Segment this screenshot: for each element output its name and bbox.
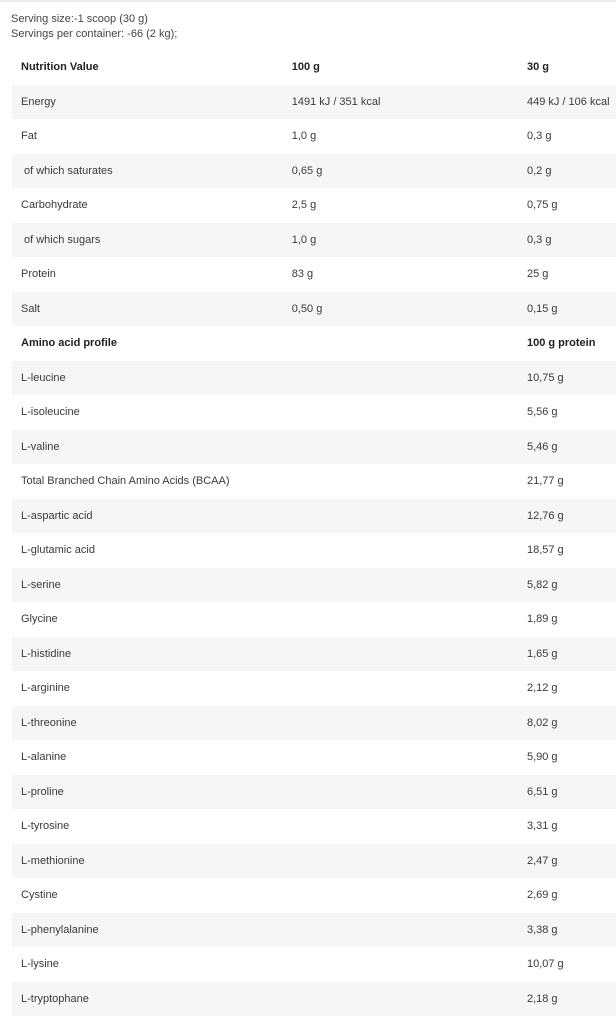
amino-value: 5,56 g xyxy=(526,406,558,419)
amino-row: L-aspartic acid 12,76 g xyxy=(12,498,616,533)
amino-value: 2,18 g xyxy=(526,981,616,1016)
amino-header-row: Amino acid profile 100 g protein xyxy=(12,326,616,361)
amino-label: L-valine xyxy=(12,429,527,464)
amino-label: L-proline xyxy=(12,774,527,809)
amino-label: L-histidine xyxy=(12,636,527,671)
amino-label: L-tryptophane xyxy=(12,981,527,1016)
amino-value: 5,90 g xyxy=(526,751,558,764)
amino-label: L-threonine xyxy=(12,705,527,740)
value-per-100g: 2,5 g xyxy=(291,199,317,212)
amino-row: L-glutamic acid 18,57 g xyxy=(12,533,616,568)
amino-value: 21,77 g xyxy=(526,475,564,488)
header-100g: 100 g xyxy=(291,61,320,74)
amino-row: L-alanine 5,90 g xyxy=(12,740,616,775)
servings-per-container: Servings per container: -66 (2 kg); xyxy=(11,28,178,40)
amino-row: L-histidine 1,65 g xyxy=(12,636,616,671)
nutrition-header-row: Nutrition Value 100 g 30 g xyxy=(12,50,616,85)
amino-label: L-glutamic acid xyxy=(21,544,95,557)
nutrient-label: Carbohydrate xyxy=(21,199,88,212)
nutrition-row: Carbohydrate 2,5 g 0,75 g xyxy=(12,188,616,223)
header-100g-protein: 100 g protein xyxy=(526,337,596,350)
amino-row: L-leucine 10,75 g xyxy=(12,360,616,395)
amino-value: 8,02 g xyxy=(526,705,616,740)
top-divider xyxy=(0,0,616,2)
value-per-30g: 0,15 g xyxy=(526,291,616,326)
nutrition-row: Salt 0,50 g 0,15 g xyxy=(12,291,616,326)
amino-value: 2,47 g xyxy=(526,843,616,878)
amino-row: L-methionine 2,47 g xyxy=(12,843,616,878)
nutrition-row: Fat 1,0 g 0,3 g xyxy=(12,119,616,154)
value-per-100g: 1,0 g xyxy=(291,222,527,257)
value-per-100g: 1491 kJ / 351 kcal xyxy=(291,84,527,119)
amino-label: Total Branched Chain Amino Acids (BCAA) xyxy=(21,475,230,488)
amino-label: L-phenylalanine xyxy=(12,912,527,947)
amino-row: Total Branched Chain Amino Acids (BCAA) 2… xyxy=(12,464,616,499)
amino-row: L-phenylalanine 3,38 g xyxy=(12,912,616,947)
header-30g: 30 g xyxy=(526,61,549,74)
amino-row: L-threonine 8,02 g xyxy=(12,705,616,740)
nutrient-label: Energy xyxy=(12,84,292,119)
amino-row: Glycine 1,89 g xyxy=(12,602,616,637)
value-per-100g: 1,0 g xyxy=(291,130,317,143)
amino-value: 12,76 g xyxy=(526,498,616,533)
amino-value: 18,57 g xyxy=(526,544,564,557)
value-per-100g: 0,65 g xyxy=(291,153,527,188)
nutrient-label: Fat xyxy=(21,130,37,143)
amino-label: L-alanine xyxy=(21,751,67,764)
amino-value: 3,31 g xyxy=(526,820,558,833)
amino-label: L-methionine xyxy=(12,843,527,878)
value-per-30g: 449 kJ / 106 kcal xyxy=(526,84,616,119)
amino-value: 1,65 g xyxy=(526,636,616,671)
serving-size: Serving size:-1 scoop (30 g) xyxy=(11,13,148,25)
header-amino-profile: Amino acid profile xyxy=(21,337,117,350)
value-per-30g: 0,2 g xyxy=(526,153,616,188)
value-per-30g: 25 g xyxy=(526,268,549,281)
value-per-30g: 0,75 g xyxy=(526,199,558,212)
amino-value: 2,69 g xyxy=(526,889,558,902)
amino-label: L-serine xyxy=(12,567,527,602)
amino-value: 10,75 g xyxy=(526,360,616,395)
amino-value: 2,12 g xyxy=(526,682,558,695)
value-per-30g: 0,3 g xyxy=(526,222,616,257)
nutrient-label: of which saturates xyxy=(12,153,292,188)
amino-value: 5,82 g xyxy=(526,567,616,602)
amino-value: 6,51 g xyxy=(526,774,616,809)
amino-label: L-isoleucine xyxy=(21,406,80,419)
nutrition-row: of which saturates 0,65 g 0,2 g xyxy=(12,153,616,188)
amino-row: L-proline 6,51 g xyxy=(12,774,616,809)
amino-value: 5,46 g xyxy=(526,429,616,464)
amino-label: L-leucine xyxy=(12,360,527,395)
nutrition-row: Energy 1491 kJ / 351 kcal 449 kJ / 106 kca… xyxy=(12,84,616,119)
header-nutrition-value: Nutrition Value xyxy=(21,61,99,74)
nutrient-label: Protein xyxy=(21,268,56,281)
nutrition-row: of which sugars 1,0 g 0,3 g xyxy=(12,222,616,257)
amino-row: L-valine 5,46 g xyxy=(12,429,616,464)
amino-row: L-tryptophane 2,18 g xyxy=(12,981,616,1016)
amino-row: Cystine 2,69 g xyxy=(12,878,616,913)
amino-row: L-serine 5,82 g xyxy=(12,567,616,602)
value-per-100g: 0,50 g xyxy=(291,291,527,326)
amino-label: Glycine xyxy=(21,613,58,626)
nutrition-row: Protein 83 g 25 g xyxy=(12,257,616,292)
amino-value: 3,38 g xyxy=(526,912,616,947)
nutrient-label: Salt xyxy=(12,291,292,326)
amino-row: L-lysine 10,07 g xyxy=(12,947,616,982)
amino-label: Cystine xyxy=(21,889,58,902)
amino-label: L-tyrosine xyxy=(21,820,70,833)
amino-label: L-lysine xyxy=(21,958,59,971)
amino-label: L-aspartic acid xyxy=(12,498,527,533)
amino-row: L-tyrosine 3,31 g xyxy=(12,809,616,844)
value-per-100g: 83 g xyxy=(291,268,314,281)
amino-label: L-arginine xyxy=(21,682,70,695)
nutrition-table: Nutrition Value 100 g 30 g Energy 1491 kJ / … xyxy=(12,50,616,1016)
value-per-30g: 0,3 g xyxy=(526,130,552,143)
amino-row: L-isoleucine 5,56 g xyxy=(12,395,616,430)
amino-row: L-arginine 2,12 g xyxy=(12,671,616,706)
nutrient-label: of which sugars xyxy=(12,222,292,257)
amino-value: 1,89 g xyxy=(526,613,558,626)
amino-value: 10,07 g xyxy=(526,958,564,971)
serving-info: Serving size:-1 scoop (30 g) Servings pe… xyxy=(11,12,177,42)
